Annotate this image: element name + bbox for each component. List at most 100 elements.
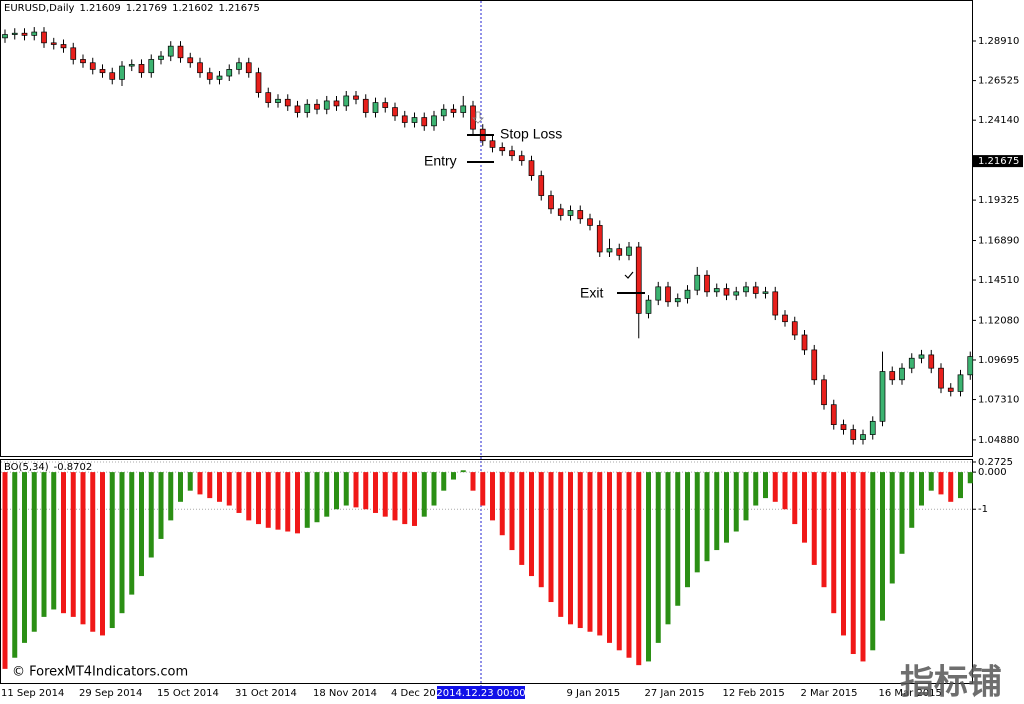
candle-body (60, 44, 67, 49)
candle-body (236, 62, 242, 70)
oscillator-panel-frame (0, 459, 973, 684)
candle-body (616, 248, 623, 256)
histogram-bar (460, 470, 466, 473)
candle-body (2, 34, 8, 39)
indicator-title: BO(5,34) -0.8702 (4, 462, 92, 473)
candle-body (31, 31, 38, 36)
histogram-bar (402, 472, 408, 525)
histogram-bar (841, 472, 846, 636)
x-tick-label: 11 Sep 2014 (1, 688, 64, 699)
histogram-bar (577, 472, 583, 629)
candle-body (333, 100, 340, 107)
candle-body (518, 155, 525, 162)
histogram-bar (324, 472, 330, 517)
histogram-bar (958, 472, 963, 499)
candle-body (99, 69, 106, 74)
histogram-bar (919, 472, 924, 506)
histogram-bar (129, 472, 135, 595)
candle-body (362, 98, 369, 113)
candle-body (752, 286, 759, 294)
histogram-bar (109, 472, 115, 629)
x-tick-label: 16 Mar 2015 (879, 688, 942, 699)
histogram-bar (480, 472, 486, 506)
current-price-box (973, 155, 1023, 168)
candle-body (840, 424, 847, 430)
y-tick-label: 1.24140 (978, 115, 1019, 126)
crosshair-label: 2014.12.23 00:00 (436, 688, 525, 699)
candle-body (187, 57, 194, 64)
check-icon (624, 271, 634, 279)
header-value: 1.21769 (126, 3, 167, 14)
annotation: Entry (424, 153, 457, 169)
histogram-bar (2, 472, 8, 669)
x-tick-label: 12 Feb 2015 (723, 688, 785, 699)
y-tick-label: 0.000 (978, 467, 1007, 478)
histogram-bar (148, 472, 154, 558)
candle-body (869, 420, 876, 435)
candle-body (733, 291, 740, 296)
watermark-cn: 指标铺 (900, 663, 1002, 703)
histogram-bar (265, 472, 271, 528)
histogram-bar (168, 472, 174, 521)
x-tick-label: 15 Oct 2014 (157, 688, 219, 699)
histogram-bar (938, 472, 944, 495)
candle-body (353, 95, 359, 100)
histogram-bar (31, 472, 37, 632)
histogram-bar (217, 472, 222, 502)
x-tick-label: 4 Dec 2014 (391, 688, 449, 699)
candle-body (938, 367, 944, 389)
histogram-bar (704, 472, 710, 562)
candle-body (314, 103, 320, 110)
histogram-bar (412, 472, 417, 526)
histogram-bar (909, 472, 915, 528)
candle-body (782, 314, 788, 323)
candle-body (967, 356, 974, 376)
histogram-bar (22, 472, 27, 643)
candle-body (684, 289, 691, 299)
histogram-bar (889, 472, 895, 584)
candle-body (245, 62, 252, 74)
y-tick-label: -1 (978, 504, 988, 515)
histogram-bar (158, 472, 164, 539)
histogram-bar (529, 472, 534, 577)
candle-body (50, 42, 57, 45)
histogram-bar (70, 472, 76, 617)
candle-body (596, 225, 603, 253)
histogram-bar (694, 472, 700, 573)
candle-body (382, 102, 389, 108)
candle-body (421, 117, 428, 127)
histogram-bar (675, 472, 681, 606)
x-tick-label: 2 Mar 2015 (801, 688, 858, 699)
x-tick-label: 27 Jan 2015 (645, 688, 705, 699)
histogram-bar (256, 472, 261, 525)
histogram-bar (928, 472, 934, 491)
y-tick-label: 1.14510 (978, 275, 1019, 286)
x-tick-label: 29 Sep 2014 (79, 688, 142, 699)
candle-body (499, 147, 506, 152)
histogram-bar (792, 472, 798, 525)
histogram-bar (568, 472, 573, 625)
histogram-bar (490, 472, 495, 521)
histogram-bar (899, 472, 905, 554)
candle-body (177, 45, 184, 59)
histogram-bar (353, 472, 359, 508)
histogram-bar (860, 472, 866, 662)
candle-body (821, 379, 827, 406)
histogram-bar (499, 472, 505, 536)
histogram-bar (304, 472, 310, 528)
y-tick-label: 1.16890 (978, 236, 1019, 247)
candle-body (850, 429, 857, 440)
histogram-bar (636, 472, 642, 666)
candle-body (450, 108, 457, 113)
candle-body (567, 210, 574, 216)
histogram-bar (538, 472, 544, 588)
price-panel-frame (0, 0, 973, 457)
candle-body (70, 47, 77, 60)
candle-body (713, 288, 720, 293)
y-tick-label: 0.2725 (978, 457, 1013, 468)
candle-body (401, 115, 408, 123)
candle-body (665, 286, 671, 303)
histogram-bar (519, 472, 525, 565)
histogram-bar (665, 472, 671, 625)
histogram-bar (246, 472, 252, 521)
